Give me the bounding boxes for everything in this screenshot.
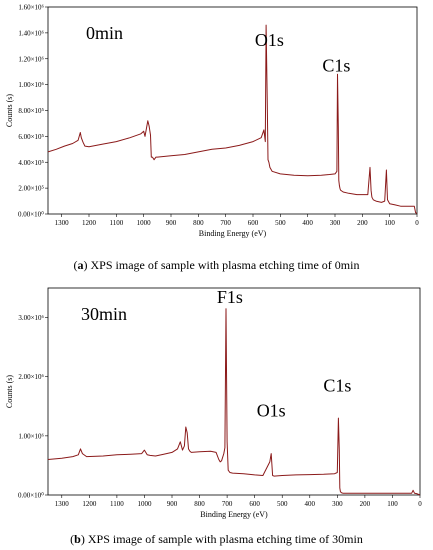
plot-frame xyxy=(47,287,421,496)
y-tick-label: 3.00×10⁶ xyxy=(18,314,44,322)
peak-annotation: O1s xyxy=(255,30,284,50)
caption-a-label: a xyxy=(77,258,84,272)
x-tick-label: 300 xyxy=(332,500,343,508)
x-tick-label: 600 xyxy=(248,219,259,227)
x-tick-label: 700 xyxy=(222,500,233,508)
y-tick-label: 0.00×10⁰ xyxy=(18,492,44,500)
x-tick-label: 500 xyxy=(275,219,286,227)
y-tick-label: 6.00×10⁵ xyxy=(18,133,44,141)
xps-chart-30min: 0.00×10⁰ 1.00×10⁶ 2.00×10⁶ 3.00×10⁶ 1300 1200… xyxy=(5,287,422,519)
x-tick-label: 900 xyxy=(167,500,178,508)
y-tick-label: 1.00×10⁶ xyxy=(18,432,44,440)
x-tick-label: 1000 xyxy=(137,219,152,227)
chart-title: 0min xyxy=(86,23,123,43)
x-tick-label: 1100 xyxy=(109,219,123,227)
x-tick-label: 400 xyxy=(302,219,313,227)
x-tick-label: 1300 xyxy=(55,219,70,227)
y-tick-label: 0.00×10⁰ xyxy=(18,211,44,219)
x-tick-label: 800 xyxy=(193,219,204,227)
x-tick-label: 1000 xyxy=(137,500,152,508)
x-tick-label: 200 xyxy=(360,500,371,508)
x-tick-label: 700 xyxy=(220,219,231,227)
chart-panel-b: 0.00×10⁰ 1.00×10⁶ 2.00×10⁶ 3.00×10⁶ 1300 1200… xyxy=(0,285,433,550)
chart-title: 30min xyxy=(81,304,127,324)
x-tick-label: 300 xyxy=(330,219,341,227)
x-tick-label: 1100 xyxy=(110,500,124,508)
series-line xyxy=(47,24,418,214)
peak-annotation: O1s xyxy=(257,400,286,420)
peak-annotation: C1s xyxy=(323,376,351,396)
x-tick-label: 400 xyxy=(305,500,316,508)
x-tick-label: 1300 xyxy=(55,500,70,508)
y-tick-label: 1.00×10⁶ xyxy=(18,81,44,89)
x-tick-label: 800 xyxy=(194,500,205,508)
x-tick-label: 1200 xyxy=(82,219,97,227)
y-axis-label: Counts (s) xyxy=(5,94,14,127)
x-tick-label: 0 xyxy=(415,219,419,227)
y-tick-label: 2.00×10⁶ xyxy=(18,373,44,381)
y-tick-label: 1.40×10⁶ xyxy=(18,29,44,37)
caption-b-text: XPS image of sample with plasma etching … xyxy=(84,532,363,546)
y-tick-label: 8.00×10⁵ xyxy=(18,107,44,115)
x-axis-label: Binding Energy (eV) xyxy=(200,510,268,519)
peak-annotation: C1s xyxy=(322,56,350,76)
y-axis-label: Counts (s) xyxy=(5,375,14,408)
y-tick-label: 2.00×10⁵ xyxy=(18,185,44,193)
xps-chart-0min: 0.00×10⁰ 2.00×10⁵ 4.00×10⁵ 6.00×10⁵ 8.00×10⁵… xyxy=(5,4,419,239)
y-tick-label: 1.60×10⁶ xyxy=(18,4,44,12)
series-line xyxy=(47,308,421,496)
x-tick-label: 600 xyxy=(249,500,260,508)
caption-a-text: XPS image of sample with plasma etching … xyxy=(87,258,360,272)
x-axis-label: Binding Energy (eV) xyxy=(199,229,267,238)
caption-b-label: b xyxy=(74,532,81,546)
chart-panel-a: 0.00×10⁰ 2.00×10⁵ 4.00×10⁵ 6.00×10⁵ 8.00×10⁵… xyxy=(5,4,419,273)
caption-b: (b) XPS image of sample with plasma etch… xyxy=(70,532,363,546)
x-tick-label: 100 xyxy=(384,219,395,227)
peak-annotation: F1s xyxy=(217,287,243,307)
x-tick-label: 0 xyxy=(418,500,422,508)
y-tick-label: 4.00×10⁵ xyxy=(18,159,44,167)
x-tick-label: 1200 xyxy=(82,500,97,508)
x-tick-label: 900 xyxy=(166,219,177,227)
y-tick-label: 1.20×10⁶ xyxy=(18,55,44,63)
x-tick-label: 100 xyxy=(387,500,398,508)
caption-a: (a) XPS image of sample with plasma etch… xyxy=(73,258,360,272)
x-tick-label: 500 xyxy=(277,500,288,508)
x-tick-label: 200 xyxy=(357,219,368,227)
